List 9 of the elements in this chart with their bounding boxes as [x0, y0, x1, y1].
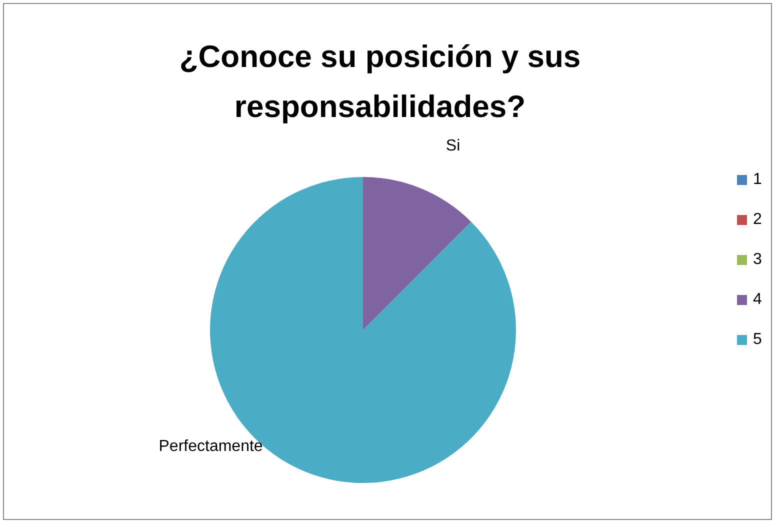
data-label: Si: [446, 138, 460, 155]
pie-slice: [363, 177, 472, 330]
data-label: Perfectamente: [158, 438, 263, 455]
legend-label: 1: [753, 171, 762, 188]
chart-title: ¿Conoce su posición y sus responsabilidades?: [179, 39, 581, 124]
legend-label: 3: [753, 251, 762, 268]
legend-label: 5: [753, 331, 762, 348]
legend-label: 4: [753, 291, 762, 308]
legend-label: 2: [753, 211, 762, 228]
